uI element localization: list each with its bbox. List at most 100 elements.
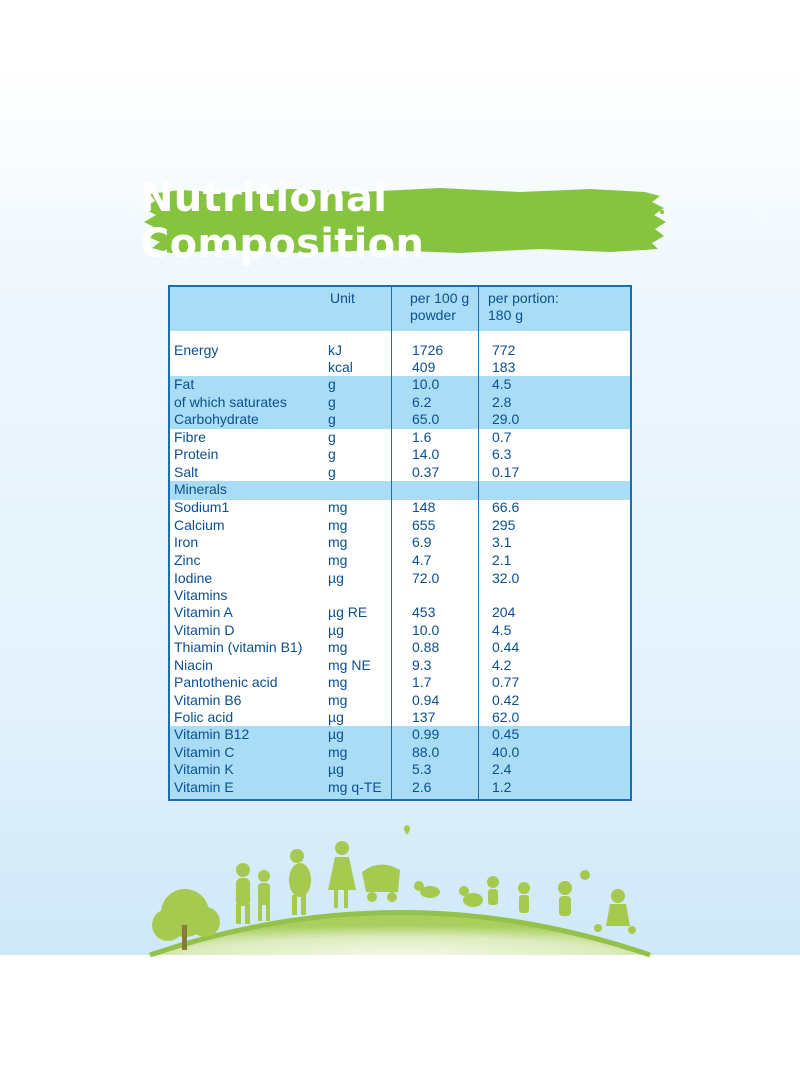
row-1-per100: 409 [412, 359, 436, 375]
row-11-per100: 6.9 [412, 534, 432, 550]
page-title: Nutritional Composition [140, 175, 425, 267]
row-2-unit: g [328, 376, 336, 392]
row-2-portion: 4.5 [492, 376, 512, 392]
row-5-per100: 1.6 [412, 429, 432, 445]
row-22-unit: µg [328, 726, 344, 742]
row-2-per100: 10.0 [412, 376, 440, 392]
row-4-per100: 65.0 [412, 411, 440, 427]
row-9-unit: mg [328, 499, 348, 515]
row-8-nutrient: Minerals [174, 481, 227, 497]
row-15-per100: 453 [412, 604, 436, 620]
row-19-per100: 1.7 [412, 674, 432, 690]
row-12-nutrient: Zinc [174, 552, 201, 568]
row-0-nutrient: Energy [174, 342, 219, 358]
row-13-nutrient: Iodine [174, 570, 213, 586]
header-portion-line1: per portion: [488, 290, 559, 306]
row-24-portion: 2.4 [492, 761, 512, 777]
header-per100-line2: powder [410, 307, 456, 323]
row-18-nutrient: Niacin [174, 657, 213, 673]
row-7-per100: 0.37 [412, 464, 440, 480]
row-0-unit: kJ [328, 342, 342, 358]
row-9-portion: 66.6 [492, 499, 520, 515]
row-19-portion: 0.77 [492, 674, 520, 690]
row-13-portion: 32.0 [492, 570, 520, 586]
row-6-nutrient: Protein [174, 446, 219, 462]
row-7-nutrient: Salt [174, 464, 199, 480]
row-24-nutrient: Vitamin K [174, 761, 234, 777]
header-unit: Unit [330, 290, 355, 306]
row-6-portion: 6.3 [492, 446, 512, 462]
header-per100-line1: per 100 g [410, 290, 470, 306]
row-20-nutrient: Vitamin B6 [174, 692, 242, 708]
row-7-portion: 0.17 [492, 464, 520, 480]
row-16-portion: 4.5 [492, 622, 512, 638]
vitamins-b12-e-band [170, 726, 630, 799]
row-14-nutrient: Vitamins [174, 587, 228, 603]
row-23-per100: 88.0 [412, 744, 440, 760]
row-6-unit: g [328, 446, 336, 462]
row-15-unit: µg RE [328, 604, 368, 620]
row-21-per100: 137 [412, 709, 436, 725]
row-16-unit: µg [328, 622, 344, 638]
row-19-nutrient: Pantothenic acid [174, 674, 278, 690]
row-17-per100: 0.88 [412, 639, 440, 655]
row-3-nutrient: of which saturates [174, 394, 287, 410]
row-21-unit: µg [328, 709, 344, 725]
row-13-per100: 72.0 [412, 570, 440, 586]
row-13-unit: µg [328, 570, 344, 586]
minerals-band [170, 481, 630, 500]
column-divider-1 [391, 287, 392, 799]
row-21-portion: 62.0 [492, 709, 520, 725]
row-12-unit: mg [328, 552, 348, 568]
row-23-portion: 40.0 [492, 744, 520, 760]
row-22-per100: 0.99 [412, 726, 440, 742]
row-20-per100: 0.94 [412, 692, 440, 708]
row-1-unit: kcal [328, 359, 353, 375]
row-9-per100: 148 [412, 499, 436, 515]
row-7-unit: g [328, 464, 336, 480]
row-17-unit: mg [328, 639, 348, 655]
row-23-unit: mg [328, 744, 348, 760]
header-band [170, 287, 630, 331]
row-16-nutrient: Vitamin D [174, 622, 235, 638]
row-25-portion: 1.2 [492, 779, 512, 795]
row-21-nutrient: Folic acid [174, 709, 234, 725]
row-20-portion: 0.42 [492, 692, 520, 708]
row-24-unit: µg [328, 761, 344, 777]
row-10-unit: mg [328, 517, 348, 533]
row-0-per100: 1726 [412, 342, 444, 358]
row-1-portion: 183 [492, 359, 516, 375]
fat-carbohydrate-band [170, 376, 630, 429]
row-25-per100: 2.6 [412, 779, 432, 795]
row-11-unit: mg [328, 534, 348, 550]
row-11-portion: 3.1 [492, 534, 512, 550]
row-6-per100: 14.0 [412, 446, 440, 462]
row-3-unit: g [328, 394, 336, 410]
row-17-nutrient: Thiamin (vitamin B1) [174, 639, 303, 655]
row-4-nutrient: Carbohydrate [174, 411, 259, 427]
row-15-nutrient: Vitamin A [174, 604, 233, 620]
row-10-portion: 295 [492, 517, 516, 533]
row-5-nutrient: Fibre [174, 429, 206, 445]
row-2-nutrient: Fat [174, 376, 195, 392]
row-4-unit: g [328, 411, 336, 427]
title-banner [143, 188, 666, 253]
row-22-nutrient: Vitamin B12 [174, 726, 250, 742]
row-22-portion: 0.45 [492, 726, 520, 742]
row-18-portion: 4.2 [492, 657, 512, 673]
row-11-nutrient: Iron [174, 534, 199, 550]
family-globe-illustration [149, 825, 651, 958]
row-12-per100: 4.7 [412, 552, 432, 568]
column-divider-2 [478, 287, 479, 799]
row-25-nutrient: Vitamin E [174, 779, 234, 795]
row-4-portion: 29.0 [492, 411, 520, 427]
row-19-unit: mg [328, 674, 348, 690]
row-3-per100: 6.2 [412, 394, 432, 410]
row-24-per100: 5.3 [412, 761, 432, 777]
row-10-nutrient: Calcium [174, 517, 225, 533]
row-18-unit: mg NE [328, 657, 371, 673]
row-20-unit: mg [328, 692, 348, 708]
row-16-per100: 10.0 [412, 622, 440, 638]
row-25-unit: mg q-TE [328, 779, 382, 795]
nutrition-table: Unit per 100 g powder per portion: 180 g… [168, 285, 632, 801]
